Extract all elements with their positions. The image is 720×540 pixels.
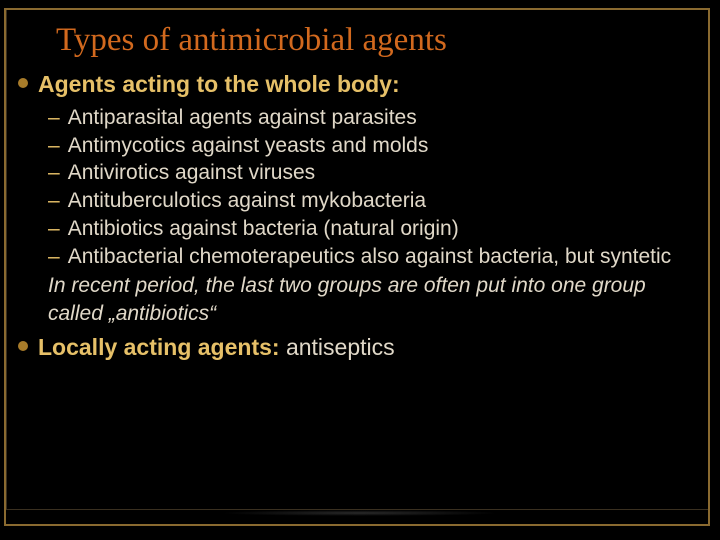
slide-title: Types of antimicrobial agents <box>56 22 700 59</box>
slide-bottom-shadow <box>220 510 500 516</box>
italic-note: In recent period, the last two groups ar… <box>48 272 700 327</box>
agent-type-list: – Antiparasital agents against parasites… <box>48 104 700 270</box>
bullet-row-locally: Locally acting agents: antiseptics <box>20 332 700 363</box>
dash-icon: – <box>48 104 60 132</box>
dash-icon: – <box>48 159 60 187</box>
bullet-icon <box>18 78 28 88</box>
list-item-text: Antivirotics against viruses <box>68 159 315 187</box>
bullet-icon <box>18 341 28 351</box>
list-item: – Antibiotics against bacteria (natural … <box>48 215 700 243</box>
list-item-text: Antibiotics against bacteria (natural or… <box>68 215 459 243</box>
list-item: – Antituberculotics against mykobacteria <box>48 187 700 215</box>
dash-icon: – <box>48 132 60 160</box>
bullet-heading-whole-body: Agents acting to the whole body: <box>38 69 400 100</box>
dash-icon: – <box>48 243 60 271</box>
bullet-row-whole-body: Agents acting to the whole body: <box>20 69 700 100</box>
bullet-locally-acting: Locally acting agents: antiseptics <box>38 332 395 363</box>
dash-icon: – <box>48 215 60 243</box>
list-item: – Antibacterial chemoterapeutics also ag… <box>48 243 700 271</box>
slide-content: Types of antimicrobial agents Agents act… <box>20 22 700 500</box>
dash-icon: – <box>48 187 60 215</box>
list-item-text: Antimycotics against yeasts and molds <box>68 132 429 160</box>
list-item-text: Antibacterial chemoterapeutics also agai… <box>68 243 672 271</box>
list-item: – Antimycotics against yeasts and molds <box>48 132 700 160</box>
list-item: – Antiparasital agents against parasites <box>48 104 700 132</box>
list-item: – Antivirotics against viruses <box>48 159 700 187</box>
list-item-text: Antituberculotics against mykobacteria <box>68 187 426 215</box>
list-item-text: Antiparasital agents against parasites <box>68 104 417 132</box>
